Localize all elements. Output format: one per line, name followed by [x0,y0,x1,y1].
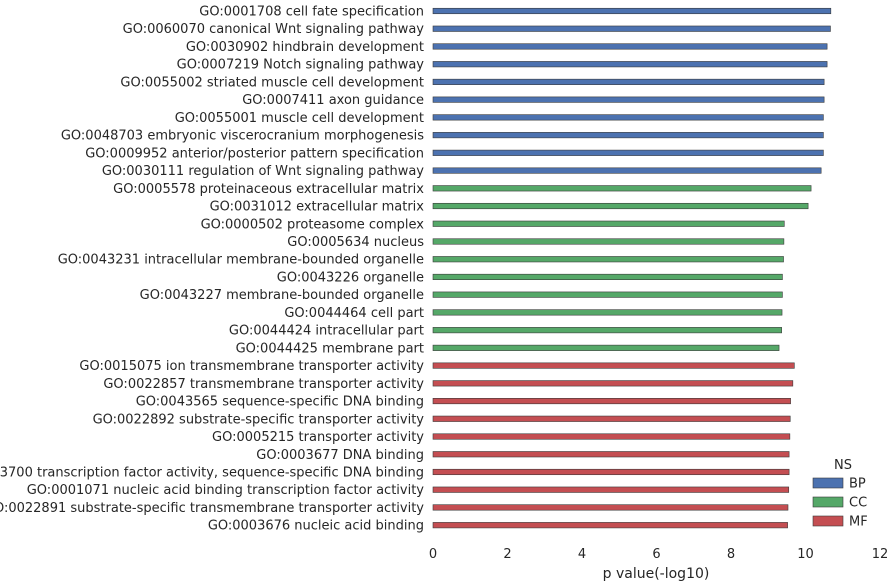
category-label: GO:0007411 axon guidance [242,93,424,108]
category-label: GO:0009952 anterior/posterior pattern sp… [85,146,424,161]
category-label: GO:0022892 substrate-specific transporte… [93,412,425,427]
legend: NS BP CC MF [812,458,868,530]
category-label: GO:0003676 nucleic acid binding [208,519,424,534]
bar-bp-5 [432,96,825,103]
category-label: GO:0005215 transporter activity [212,430,424,445]
category-label: GO:0055001 muscle cell development [175,111,424,126]
bar-cc-19 [432,344,780,351]
bar-mf-24 [432,433,791,440]
bar-mf-20 [432,362,795,369]
category-label: GO:0043565 sequence-specific DNA binding [136,395,424,410]
bar-mf-21 [432,380,794,387]
bar-bp-1 [432,25,831,32]
bar-bp-9 [432,167,822,174]
bar-cc-12 [432,220,785,227]
x-tick-label: 10 [797,547,814,562]
category-label: GO:0003700 transcription factor activity… [0,465,424,480]
bar-cc-17 [432,309,783,316]
x-tick-label: 8 [727,547,735,562]
category-label: GO:0055002 striated muscle cell developm… [120,75,424,90]
bar-cc-10 [432,185,812,192]
category-label: GO:0044425 membrane part [236,341,424,356]
bar-cc-13 [432,238,785,245]
bar-cc-11 [432,202,809,210]
category-label: GO:0043226 organelle [277,270,424,285]
category-label: GO:0022857 transmembrane transporter act… [103,377,424,392]
bar-mf-28 [432,504,789,511]
bar-bp-2 [432,43,828,50]
bar-bp-0 [432,7,832,15]
legend-label-mf: MF [849,515,868,530]
x-tick-label: 6 [652,547,660,562]
bar-bp-4 [432,78,825,85]
category-label: GO:0007219 Notch signaling pathway [177,58,425,73]
legend-swatch-mf [812,515,844,527]
legend-label-bp: BP [849,477,866,492]
legend-title: NS [834,458,852,473]
category-label: GO:0003677 DNA binding [256,448,424,463]
category-label: GO:0015075 ion transmembrane transporter… [79,359,424,374]
bar-mf-29 [432,522,788,529]
x-tick-label: 0 [429,547,437,562]
x-tick-label: 12 [872,547,889,562]
bar-cc-18 [432,327,782,334]
category-label: GO:0044424 intracellular part [229,324,424,339]
legend-swatch-cc [812,496,844,508]
bar-mf-23 [432,415,791,422]
x-tick-label: 2 [503,547,511,562]
bar-mf-25 [432,451,790,458]
category-label: GO:0048703 embryonic viscerocranium morp… [61,129,424,144]
category-label: GO:0044464 cell part [284,306,424,321]
legend-label-cc: CC [849,496,867,511]
category-label: GO:0001708 cell fate specification [199,5,424,20]
x-axis-label: p value(-log10) [603,566,710,582]
bar-bp-3 [432,61,828,68]
bar-bp-7 [432,132,824,139]
category-label: GO:0000502 proteasome complex [201,217,425,232]
category-label: GO:0030902 hindbrain development [186,40,424,55]
category-label: GO:0005634 nucleus [287,235,424,250]
category-labels-group: GO:0001708 cell fate specification GO:006… [0,5,424,534]
bar-cc-15 [432,273,783,281]
bars-group [432,7,832,529]
bar-bp-8 [432,149,824,156]
category-label: GO:0043227 membrane-bounded organelle [140,288,424,303]
category-label: GO:0005578 proteinaceous extracellular m… [113,182,424,197]
bar-bp-6 [432,114,824,121]
category-label: GO:0022891 substrate-specific transmembr… [0,501,424,516]
legend-swatch-bp [812,477,844,489]
bar-cc-14 [432,256,784,263]
bar-cc-16 [432,291,783,298]
category-label: GO:0030111 regulation of Wnt signaling p… [102,164,424,179]
bar-mf-26 [432,468,790,476]
category-label: GO:0060070 canonical Wnt signaling pathw… [123,22,425,37]
category-label: GO:0001071 nucleic acid binding transcri… [27,483,425,498]
bar-mf-27 [432,486,790,493]
x-tick-labels-group: 0 2 4 6 8 10 12 [429,547,888,562]
bar-mf-22 [432,398,791,405]
category-label: GO:0043231 intracellular membrane-bounde… [58,253,424,268]
x-tick-label: 4 [578,547,586,562]
category-label: GO:0031012 extracellular matrix [210,200,425,215]
